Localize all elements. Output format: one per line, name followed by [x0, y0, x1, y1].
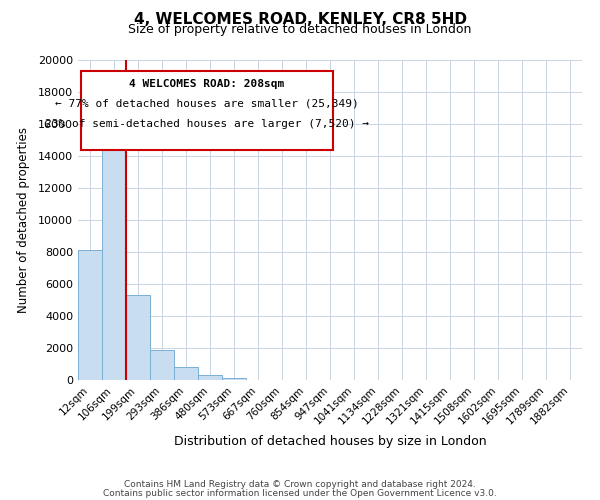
Bar: [150, 350, 174, 380]
Text: Contains public sector information licensed under the Open Government Licence v3: Contains public sector information licen…: [103, 488, 497, 498]
Text: 4 WELCOMES ROAD: 208sqm: 4 WELCOMES ROAD: 208sqm: [129, 79, 284, 89]
Text: 4, WELCOMES ROAD, KENLEY, CR8 5HD: 4, WELCOMES ROAD, KENLEY, CR8 5HD: [133, 12, 467, 28]
Bar: [174, 367, 198, 380]
Bar: [126, 295, 150, 380]
Text: Size of property relative to detached houses in London: Size of property relative to detached ho…: [128, 22, 472, 36]
Text: 23% of semi-detached houses are larger (7,520) →: 23% of semi-detached houses are larger (…: [44, 119, 368, 129]
X-axis label: Distribution of detached houses by size in London: Distribution of detached houses by size …: [173, 434, 487, 448]
Text: Contains HM Land Registry data © Crown copyright and database right 2024.: Contains HM Land Registry data © Crown c…: [124, 480, 476, 489]
Y-axis label: Number of detached properties: Number of detached properties: [17, 127, 29, 313]
Bar: [102, 116, 126, 380]
Bar: [222, 378, 246, 380]
Bar: [198, 375, 222, 380]
Text: ← 77% of detached houses are smaller (25,349): ← 77% of detached houses are smaller (25…: [55, 98, 358, 108]
FancyBboxPatch shape: [80, 71, 332, 150]
Bar: [78, 250, 102, 380]
